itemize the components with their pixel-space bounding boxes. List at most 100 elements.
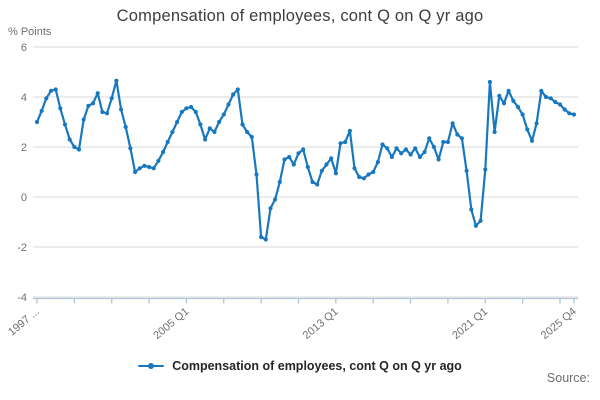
data-point xyxy=(408,152,413,157)
data-point xyxy=(371,169,376,175)
data-point xyxy=(333,171,338,176)
data-point xyxy=(310,179,315,185)
legend: Compensation of employees, cont Q on Q y… xyxy=(0,359,600,373)
data-point xyxy=(151,166,156,171)
data-point xyxy=(161,149,166,155)
data-point xyxy=(483,167,488,172)
svg-text:1997 ...: 1997 ... xyxy=(6,306,42,339)
data-point xyxy=(189,104,194,110)
svg-text:-2: -2 xyxy=(17,242,27,254)
data-point xyxy=(212,129,217,135)
chart-title: Compensation of employees, cont Q on Q y… xyxy=(116,7,484,25)
data-point xyxy=(170,129,175,135)
data-point xyxy=(548,96,553,101)
data-point xyxy=(427,136,432,141)
data-point xyxy=(90,101,96,106)
source-label: Source: xyxy=(546,371,590,385)
data-point xyxy=(62,122,68,127)
data-point xyxy=(501,101,507,106)
data-point xyxy=(413,146,418,151)
data-point xyxy=(497,93,502,98)
data-point xyxy=(459,136,464,141)
data-point xyxy=(175,119,180,125)
data-point xyxy=(319,168,324,173)
data-point xyxy=(567,111,572,116)
data-point xyxy=(53,87,58,92)
data-point xyxy=(305,164,310,170)
data-point xyxy=(34,119,40,125)
data-point xyxy=(254,172,259,177)
data-point xyxy=(361,176,366,181)
data-point xyxy=(72,144,77,150)
data-point xyxy=(119,107,124,112)
data-point xyxy=(403,147,408,152)
y-axis-unit-label: % Points xyxy=(8,26,52,38)
data-point xyxy=(431,144,436,150)
data-point xyxy=(193,109,198,115)
data-point xyxy=(273,197,278,202)
data-point xyxy=(231,92,236,97)
data-point xyxy=(557,102,563,107)
data-point xyxy=(114,78,119,83)
data-point xyxy=(343,139,348,145)
data-point xyxy=(389,154,394,160)
data-point xyxy=(268,206,273,211)
svg-text:-4: -4 xyxy=(17,292,27,304)
data-point xyxy=(165,139,170,145)
data-point xyxy=(156,158,161,163)
svg-text:2021 Q1: 2021 Q1 xyxy=(450,306,490,342)
data-point xyxy=(473,223,478,228)
data-point xyxy=(133,169,138,175)
data-point-markers xyxy=(34,78,577,242)
data-point xyxy=(506,88,511,93)
data-point xyxy=(529,138,535,143)
svg-text:2025 Q4: 2025 Q4 xyxy=(539,306,579,342)
legend-label: Compensation of employees, cont Q on Q y… xyxy=(172,359,462,373)
data-line xyxy=(35,79,576,241)
data-point xyxy=(44,96,49,101)
data-point xyxy=(324,162,329,167)
data-point xyxy=(221,112,226,117)
data-point xyxy=(203,137,208,142)
data-point xyxy=(86,103,91,108)
data-point xyxy=(296,151,301,156)
data-point xyxy=(123,124,128,130)
data-point xyxy=(226,102,231,107)
svg-text:2005 Q1: 2005 Q1 xyxy=(151,306,191,342)
data-point xyxy=(422,149,427,155)
data-point xyxy=(198,122,203,127)
svg-text:6: 6 xyxy=(21,42,27,54)
data-point xyxy=(282,157,287,162)
data-point xyxy=(445,139,450,145)
data-point xyxy=(147,164,152,170)
data-point xyxy=(301,147,306,152)
data-point xyxy=(539,88,544,93)
data-point xyxy=(338,141,343,146)
svg-text:2013 Q1: 2013 Q1 xyxy=(301,306,341,342)
data-point xyxy=(464,168,469,173)
data-point xyxy=(380,142,385,147)
svg-text:2: 2 xyxy=(21,142,27,154)
data-point xyxy=(48,88,54,93)
data-point xyxy=(104,111,110,116)
data-point xyxy=(492,129,497,135)
data-point xyxy=(562,107,567,112)
x-axis-tick-labels: 1997 ... 2005 Q1 2013 Q1 2021 Q1 2025 Q4 xyxy=(6,306,579,342)
x-axis xyxy=(33,297,578,304)
data-point xyxy=(478,218,483,223)
data-point xyxy=(520,112,525,117)
data-point xyxy=(394,146,399,151)
data-point xyxy=(142,163,147,168)
data-point xyxy=(543,94,549,100)
data-point xyxy=(95,91,100,96)
data-point xyxy=(263,237,268,242)
data-point xyxy=(217,119,222,125)
data-point xyxy=(287,154,292,160)
y-axis-tick-labels: 6 4 2 0 -2 -4 xyxy=(17,42,27,304)
data-point xyxy=(385,146,390,151)
data-point xyxy=(100,109,105,115)
svg-text:4: 4 xyxy=(21,92,27,104)
data-point xyxy=(207,126,212,131)
